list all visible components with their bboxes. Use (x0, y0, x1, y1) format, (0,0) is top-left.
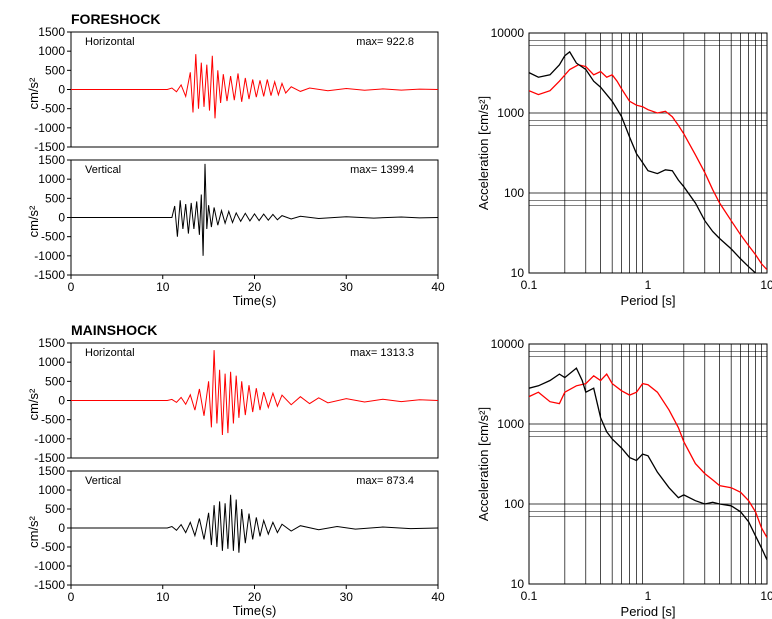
y-tick-label: 500 (45, 63, 65, 77)
y-tick-label: 10000 (491, 26, 525, 40)
y-axis-label: cm/s² (26, 77, 41, 109)
x-tick-label: 20 (248, 590, 262, 604)
y-tick-label: -500 (41, 413, 65, 427)
y-tick-label: -1500 (34, 451, 65, 465)
y-axis-label: Acceleration [cm/s²] (476, 407, 491, 521)
x-tick-label: 20 (248, 280, 262, 294)
max-value-label: max= 1399.4 (350, 164, 414, 176)
x-axis-label: Time(s) (233, 293, 277, 308)
y-tick-label: -1500 (34, 140, 65, 154)
spectrum-panel: 0.1 1 10 10000 1000 100 10 Period [s] Accelerati… (476, 26, 772, 308)
x-tick-label: 0.1 (521, 589, 538, 603)
y-tick-label: -1000 (34, 559, 65, 573)
y-axis-label: cm/s² (26, 205, 41, 237)
x-tick-label: 40 (431, 590, 445, 604)
component-label: Horizontal (85, 36, 135, 48)
y-tick-label: 1500 (38, 464, 65, 478)
waveform-line (71, 350, 439, 436)
waveform-panel: FORESHOCK 1500 1000 500 0 -500 -1000 -1500 cm/s²… (26, 11, 439, 154)
y-tick-label: -500 (41, 230, 65, 244)
spectrum-line (529, 373, 767, 538)
y-tick-label: 1000 (497, 417, 524, 431)
waveform-line (71, 54, 439, 119)
max-value-label: max= 873.4 (356, 475, 414, 487)
y-tick-label: 1000 (38, 483, 65, 497)
spectrum-panel: 0.1 1 10 10000 1000 100 10 Period [s] Accelerati… (476, 337, 772, 619)
section-title: FORESHOCK (71, 11, 160, 27)
component-label: Horizontal (85, 347, 135, 359)
x-axis-label: Period [s] (621, 604, 676, 619)
y-tick-label: -1500 (34, 578, 65, 592)
y-tick-label: 10 (511, 577, 525, 591)
y-tick-label: 500 (45, 374, 65, 388)
x-tick-label: 0 (68, 280, 75, 294)
y-tick-label: 500 (45, 502, 65, 516)
waveform-line (71, 163, 439, 256)
y-tick-label: 500 (45, 191, 65, 205)
section-title: MAINSHOCK (71, 322, 157, 338)
y-tick-label: 1500 (38, 25, 65, 39)
x-tick-label: 10 (760, 589, 772, 603)
y-tick-label: 100 (504, 186, 524, 200)
x-tick-label: 10 (156, 280, 170, 294)
y-tick-label: 1000 (497, 106, 524, 120)
y-tick-label: 1000 (38, 355, 65, 369)
plot-frame (528, 343, 768, 585)
x-tick-label: 10 (156, 590, 170, 604)
component-label: Vertical (85, 475, 121, 487)
y-tick-label: -500 (41, 540, 65, 554)
x-tick-label: 1 (645, 278, 652, 292)
spectrum-line (529, 367, 767, 561)
x-tick-label: 40 (431, 280, 445, 294)
component-label: Vertical (85, 164, 121, 176)
x-tick-label: 30 (340, 590, 354, 604)
y-tick-label: 10 (511, 266, 525, 280)
y-tick-label: 0 (58, 211, 65, 225)
max-value-label: max= 922.8 (356, 36, 414, 48)
x-tick-label: 0 (68, 590, 75, 604)
x-tick-label: 30 (340, 280, 354, 294)
waveform-line (71, 494, 439, 553)
y-tick-label: -500 (41, 102, 65, 116)
x-tick-label: 1 (645, 589, 652, 603)
y-axis-label: Acceleration [cm/s²] (476, 96, 491, 210)
x-axis-label: Period [s] (621, 293, 676, 308)
y-tick-label: 0 (58, 83, 65, 97)
y-tick-label: -1000 (34, 432, 65, 446)
y-tick-label: 0 (58, 521, 65, 535)
y-tick-label: -1000 (34, 249, 65, 263)
spectrum-line (529, 50, 756, 273)
x-tick-label: 10 (760, 278, 772, 292)
y-tick-label: 1000 (38, 172, 65, 186)
y-tick-label: 1000 (38, 44, 65, 58)
max-value-label: max= 1313.3 (350, 347, 414, 359)
y-axis-label: cm/s² (26, 388, 41, 420)
y-tick-label: -1000 (34, 121, 65, 135)
x-axis-label: Time(s) (233, 603, 277, 618)
y-tick-label: 100 (504, 497, 524, 511)
y-axis-label: cm/s² (26, 515, 41, 547)
plot-frame (528, 32, 768, 274)
waveform-panel: MAINSHOCK 1500 1000 500 0 -500 -1000 -1500 cm/s²… (26, 322, 439, 465)
y-tick-label: 1500 (38, 336, 65, 350)
y-tick-label: -1500 (34, 268, 65, 282)
y-tick-label: 10000 (491, 337, 525, 351)
y-tick-label: 1500 (38, 153, 65, 167)
x-tick-label: 0.1 (521, 278, 538, 292)
y-tick-label: 0 (58, 394, 65, 408)
